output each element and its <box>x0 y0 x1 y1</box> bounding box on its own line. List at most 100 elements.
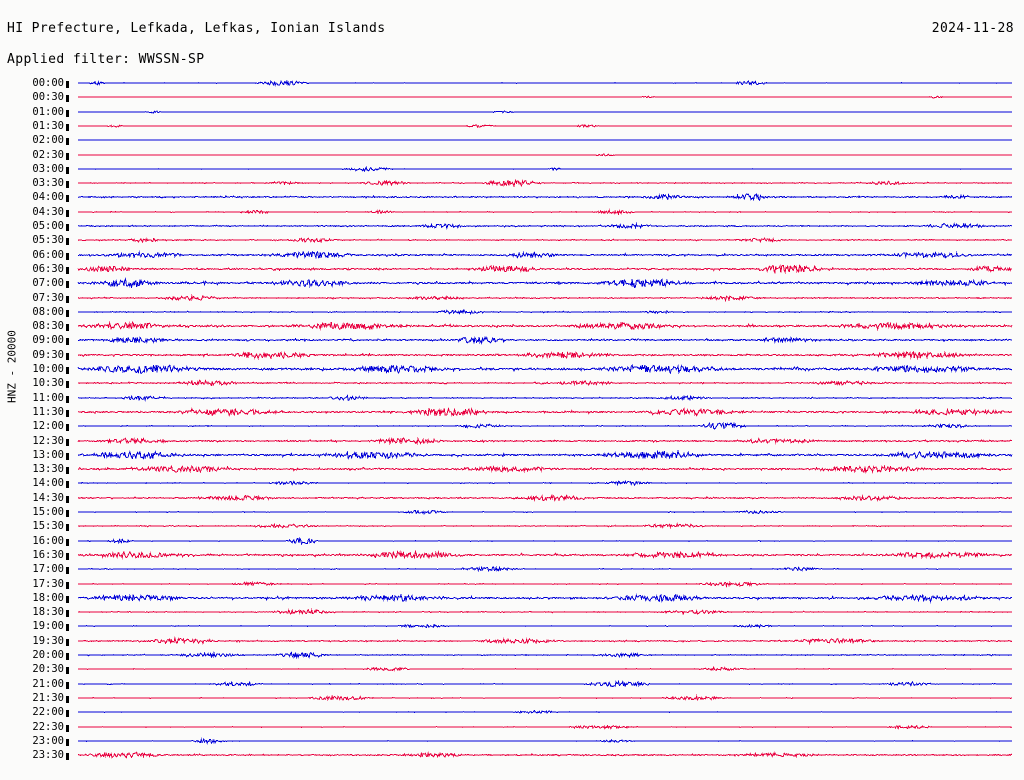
seismic-trace <box>77 139 1013 141</box>
axis-tick <box>66 624 69 632</box>
axis-tick <box>66 166 69 174</box>
time-label: 04:00 <box>32 191 64 204</box>
axis-tick <box>66 552 69 560</box>
axis-tick <box>66 481 69 489</box>
page-title: HI Prefecture, Lefkada, Lefkas, Ionian I… <box>7 21 386 36</box>
axis-tick <box>66 581 69 589</box>
seismic-trace <box>77 277 1013 289</box>
seismic-trace <box>77 536 1013 545</box>
seismic-trace <box>77 737 1013 745</box>
time-label: 21:00 <box>32 677 64 690</box>
seismic-trace <box>77 308 1013 315</box>
axis-tick <box>66 381 69 389</box>
time-label: 03:00 <box>32 162 64 175</box>
trace-row: 15:00 <box>0 507 1024 521</box>
trace-row: 00:30 <box>0 92 1024 106</box>
seismic-trace <box>77 608 1013 616</box>
axis-tick <box>66 653 69 660</box>
seismic-trace <box>77 320 1013 332</box>
time-label: 16:30 <box>32 548 64 561</box>
axis-tick <box>66 81 69 88</box>
time-label: 20:30 <box>32 663 64 676</box>
time-label: 01:30 <box>32 119 64 132</box>
time-label: 22:30 <box>32 720 64 733</box>
time-label: 18:30 <box>32 606 64 619</box>
axis-tick <box>66 538 69 546</box>
trace-row: 13:00 <box>0 448 1024 464</box>
axis-tick <box>66 638 69 646</box>
axis-tick <box>66 467 69 475</box>
time-label: 23:30 <box>32 749 64 762</box>
trace-row: 00:00 <box>0 78 1024 92</box>
axis-tick <box>66 238 69 246</box>
trace-row: 14:30 <box>0 492 1024 507</box>
trace-row: 11:30 <box>0 406 1024 421</box>
seismic-trace <box>77 406 1013 417</box>
seismic-trace <box>77 379 1013 387</box>
applied-filter-label: Applied filter: WWSSN-SP <box>7 52 205 67</box>
time-label: 19:00 <box>32 620 64 633</box>
trace-row: 19:30 <box>0 635 1024 650</box>
seismic-trace <box>77 666 1013 672</box>
seismic-trace <box>77 580 1013 588</box>
time-label: 02:30 <box>32 148 64 161</box>
trace-row: 01:30 <box>0 119 1024 135</box>
seismic-trace <box>77 350 1013 360</box>
seismic-trace <box>77 448 1013 461</box>
time-label: 13:00 <box>32 448 64 461</box>
seismic-trace <box>77 422 1013 430</box>
seismic-trace <box>77 436 1013 445</box>
trace-row: 08:00 <box>0 306 1024 321</box>
time-label: 08:30 <box>32 320 64 333</box>
axis-tick <box>66 567 69 575</box>
trace-row: 21:00 <box>0 677 1024 693</box>
seismic-trace <box>77 565 1013 573</box>
seismic-trace <box>77 693 1013 702</box>
axis-tick <box>66 152 69 160</box>
axis-tick <box>66 738 69 746</box>
seismic-trace <box>77 549 1013 560</box>
trace-row: 22:00 <box>0 707 1024 721</box>
axis-tick <box>66 424 69 432</box>
time-label: 17:30 <box>32 577 64 590</box>
time-label: 12:00 <box>32 420 64 433</box>
seismic-trace <box>77 193 1013 202</box>
axis-tick <box>66 295 69 303</box>
axis-tick <box>66 123 69 131</box>
trace-row: 19:00 <box>0 621 1024 635</box>
axis-tick <box>66 281 69 289</box>
seismic-trace <box>77 109 1013 114</box>
time-label: 10:00 <box>32 363 64 375</box>
time-label: 06:30 <box>32 262 64 275</box>
axis-tick <box>66 224 69 231</box>
axis-tick <box>66 510 69 517</box>
time-label: 07:00 <box>32 277 64 290</box>
trace-row: 20:00 <box>0 650 1024 664</box>
time-label: 15:30 <box>32 520 64 533</box>
seismic-trace <box>77 153 1013 156</box>
time-label: 18:00 <box>32 591 64 604</box>
seismic-trace <box>77 250 1013 259</box>
trace-row: 04:00 <box>0 192 1024 206</box>
trace-row: 05:30 <box>0 235 1024 249</box>
axis-tick <box>66 753 69 761</box>
seismic-trace <box>77 179 1013 188</box>
time-label: 16:00 <box>32 534 64 547</box>
axis-tick <box>66 681 69 689</box>
time-label: 23:00 <box>32 734 64 747</box>
seismic-trace <box>77 464 1013 475</box>
axis-tick <box>66 266 69 274</box>
axis-tick <box>66 695 69 703</box>
time-label: 12:30 <box>32 434 64 447</box>
seismic-trace <box>77 650 1013 659</box>
trace-row: 02:00 <box>0 135 1024 149</box>
trace-row: 07:30 <box>0 292 1024 307</box>
seismic-trace <box>77 480 1013 487</box>
axis-tick <box>66 710 69 718</box>
seismic-trace <box>77 751 1013 759</box>
axis-tick <box>66 409 69 417</box>
seismic-trace <box>77 208 1013 216</box>
seismic-trace <box>77 522 1013 530</box>
axis-tick <box>66 724 69 732</box>
